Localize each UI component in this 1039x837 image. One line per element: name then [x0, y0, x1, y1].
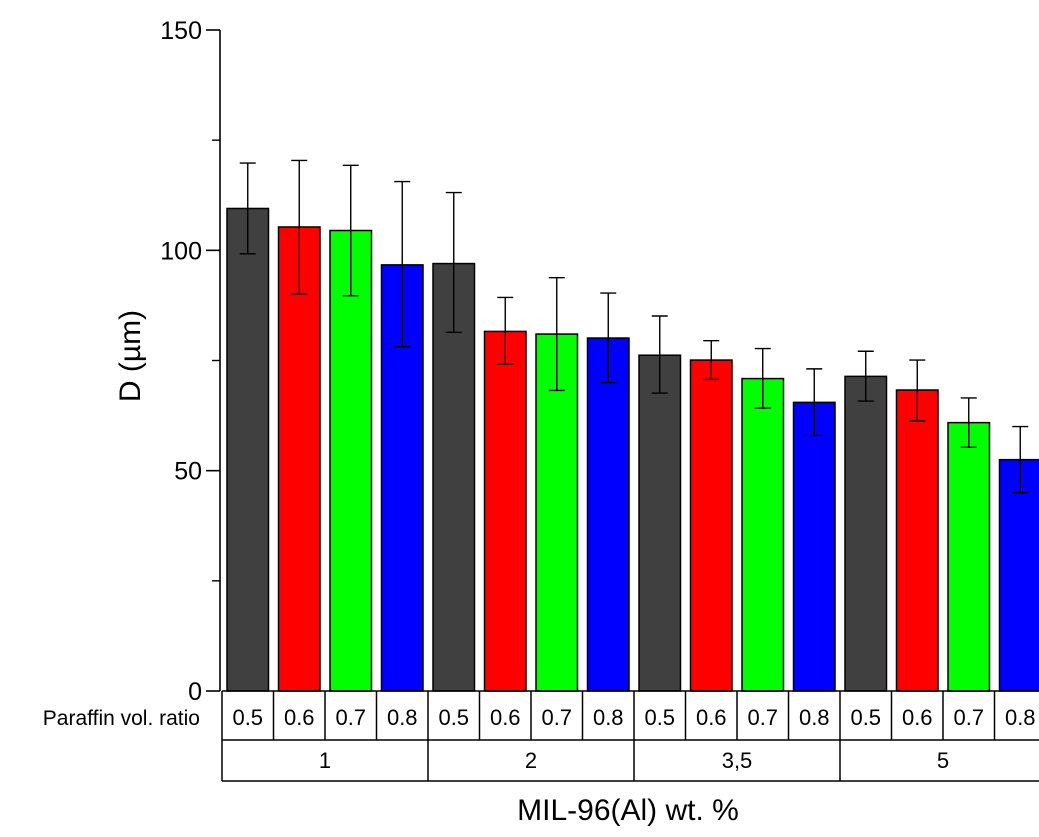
ratio-label: 0.5 [850, 705, 881, 730]
bar-3-5-0.6 [691, 360, 733, 691]
category-table: 0.5 0.6 0.7 0.8 1 0.5 0.6 0.7 0.8 2 0.5 0.6 0.7 0.8 3,… [222, 691, 1039, 781]
ratio-label: 0.5 [644, 705, 675, 730]
ratio-label: 0.8 [593, 705, 624, 730]
ratio-label: 0.6 [696, 705, 727, 730]
ratio-label: 0.7 [747, 705, 778, 730]
bar-1-0.7 [330, 231, 372, 691]
ratio-label: 0.6 [490, 705, 521, 730]
ratio-label: 0.8 [387, 705, 418, 730]
bars-layer [227, 208, 1039, 691]
bar-5-0.6 [897, 390, 939, 691]
bar-5-0.5 [845, 376, 887, 691]
ratio-label: 0.5 [232, 705, 263, 730]
bar-3-5-0.7 [742, 379, 784, 691]
ratio-label: 0.8 [1005, 705, 1036, 730]
ratio-label: 0.5 [438, 705, 469, 730]
ratio-label: 0.7 [335, 705, 366, 730]
y-axis: 0 50 100 150 [160, 17, 220, 706]
y-tick-label: 0 [188, 678, 202, 706]
group-label: 3,5 [722, 748, 753, 773]
bar-2-0.8 [588, 338, 630, 691]
group-label: 5 [937, 748, 949, 773]
bar-5-0.8 [1000, 460, 1039, 691]
bar-5-0.7 [948, 423, 990, 691]
ratio-label: 0.7 [953, 705, 984, 730]
y-axis-label: D (µm) [114, 310, 147, 402]
y-tick-label: 50 [174, 458, 202, 486]
ratio-label: 0.7 [541, 705, 572, 730]
bar-1-0.6 [279, 227, 321, 691]
x-axis-label: MIL-96(Al) wt. % [517, 794, 739, 827]
group-label: 2 [525, 748, 537, 773]
bar-3-5-0.8 [794, 402, 836, 691]
bar-3-5-0.5 [639, 355, 681, 691]
group-label: 1 [319, 748, 331, 773]
y-tick-label: 150 [160, 17, 202, 45]
bar-2-0.6 [485, 331, 527, 691]
paraffin-row-label: Paraffin vol. ratio [43, 707, 200, 730]
bar-1-0.5 [227, 208, 269, 691]
ratio-label: 0.6 [284, 705, 315, 730]
ratio-label: 0.8 [799, 705, 830, 730]
y-tick-label: 100 [160, 237, 202, 265]
ratio-label: 0.6 [902, 705, 933, 730]
